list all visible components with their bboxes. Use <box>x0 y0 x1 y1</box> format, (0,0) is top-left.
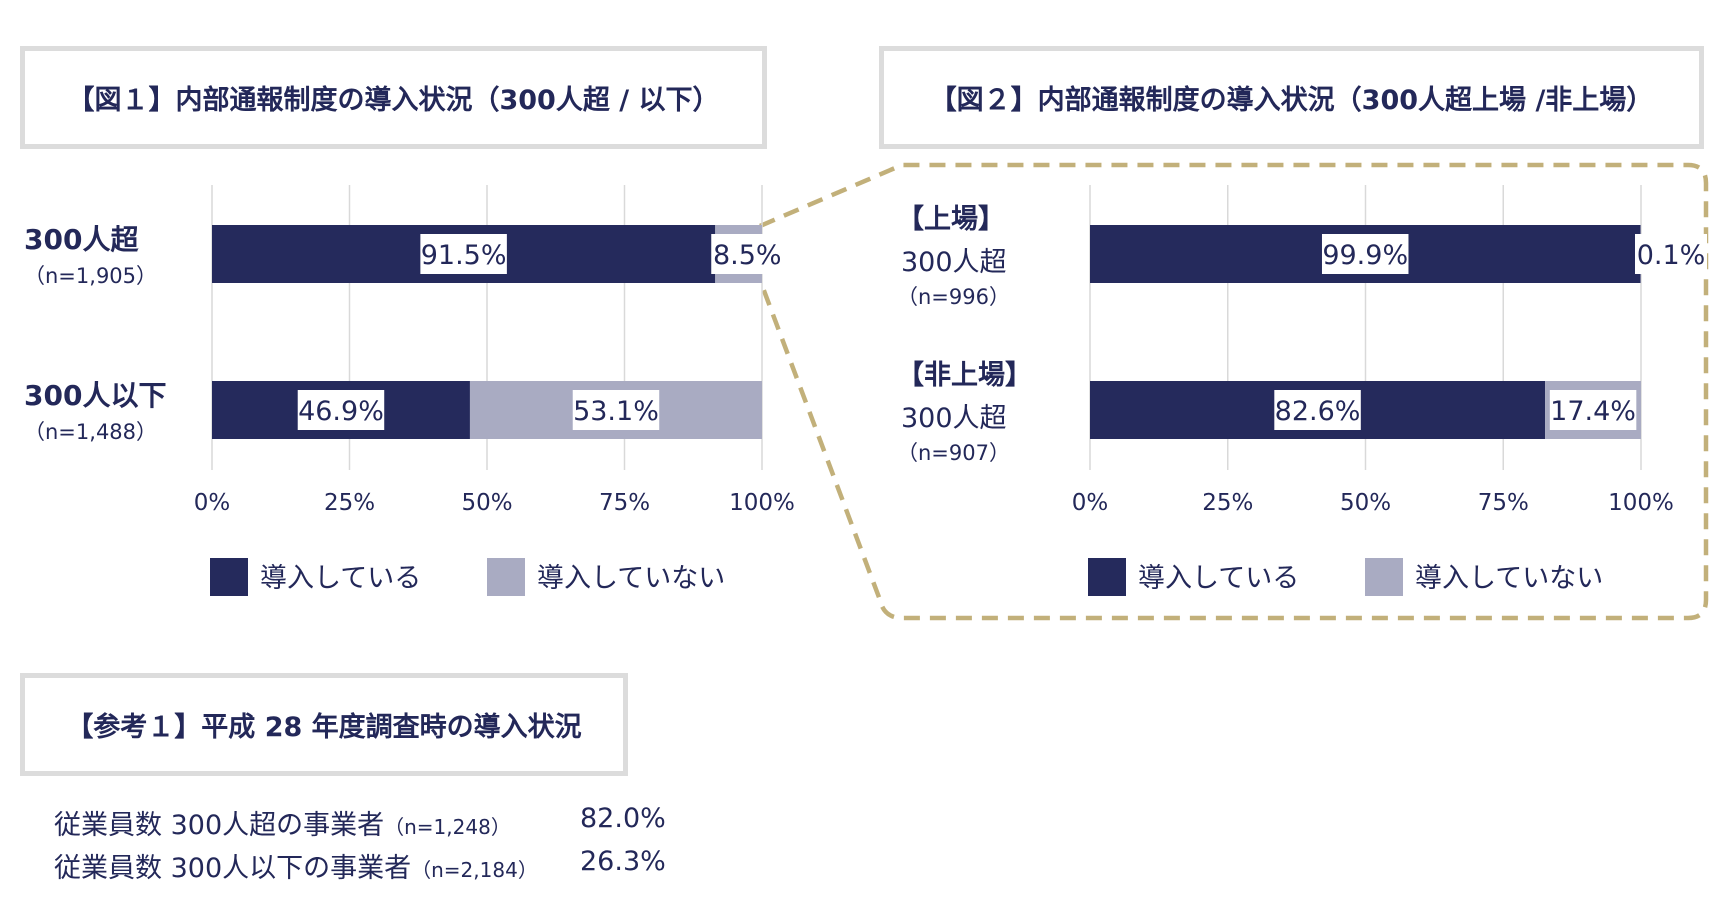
figure2-title: 【図２】内部通報制度の導入状況（300人超上場 /非上場） <box>879 46 1704 149</box>
reference-row-1: 従業員数 300人超の事業者（n=1,248） 82.0% <box>54 803 666 842</box>
category-label: 300人超 <box>901 403 1007 434</box>
reference-row-value: 26.3% <box>580 846 666 877</box>
x-tick-label: 25% <box>1202 490 1253 516</box>
x-tick-label: 50% <box>461 490 512 516</box>
data-label-introduced: 91.5% <box>421 240 507 271</box>
legend-swatch-introduced <box>1088 558 1126 596</box>
legend-swatch-not-introduced <box>1365 558 1403 596</box>
dashed-connector <box>757 162 1709 621</box>
reference-row-n: （n=1,248） <box>384 815 511 839</box>
x-tick-label: 0% <box>194 490 231 516</box>
x-tick-label: 100% <box>729 490 795 516</box>
x-tick-label: 50% <box>1340 490 1391 516</box>
category-n-label: （n=1,905） <box>24 264 157 288</box>
category-label: 300人超 <box>24 223 139 256</box>
category-group-label: 【非上場】 <box>897 360 1032 391</box>
data-label-introduced: 99.9% <box>1322 240 1408 271</box>
data-label-introduced-bg <box>1274 390 1361 430</box>
category-label: 300人超 <box>901 247 1007 278</box>
data-label-not-introduced-bg <box>1549 390 1637 430</box>
x-tick-label: 0% <box>1072 490 1109 516</box>
reference-row-label: 従業員数 300人超の事業者 <box>54 810 385 841</box>
legend-label: 導入していない <box>537 563 725 594</box>
category-n-label: （n=1,488） <box>24 420 157 444</box>
data-label-not-introduced: 0.1% <box>1637 240 1706 271</box>
legend-label: 導入している <box>1138 563 1299 594</box>
reference-row-2: 従業員数 300人以下の事業者（n=2,184） 26.3% <box>54 846 666 885</box>
data-label-introduced: 46.9% <box>298 396 384 427</box>
data-label-not-introduced: 8.5% <box>713 240 782 271</box>
data-label-introduced-bg <box>297 390 385 430</box>
data-label-introduced: 82.6% <box>1275 396 1361 427</box>
x-tick-label: 25% <box>324 490 375 516</box>
data-label-not-introduced-bg <box>711 234 784 274</box>
figure1-title: 【図１】内部通報制度の導入状況（300人超 / 以下） <box>20 46 767 149</box>
legend-swatch-not-introduced <box>487 558 525 596</box>
category-n-label: （n=996） <box>897 285 1010 309</box>
data-label-introduced-bg <box>420 234 507 274</box>
category-group-label: 【上場】 <box>897 204 1005 235</box>
data-label-not-introduced-bg <box>1635 234 1707 274</box>
legend-label: 導入していない <box>1415 563 1603 594</box>
category-label: 300人以下 <box>24 379 166 412</box>
data-label-introduced-bg <box>1321 234 1409 274</box>
reference-row-n: （n=2,184） <box>411 858 538 882</box>
data-label-not-introduced: 53.1% <box>573 396 659 427</box>
x-tick-label: 100% <box>1608 490 1674 516</box>
reference-title: 【参考１】平成 28 年度調査時の導入状況 <box>20 673 628 776</box>
data-label-not-introduced: 17.4% <box>1550 396 1636 427</box>
legend-swatch-introduced <box>210 558 248 596</box>
legend-label: 導入している <box>260 563 421 594</box>
x-tick-label: 75% <box>599 490 650 516</box>
category-n-label: （n=907） <box>897 441 1010 465</box>
reference-row-value: 82.0% <box>580 803 666 834</box>
data-label-not-introduced-bg <box>572 390 660 430</box>
x-tick-label: 75% <box>1478 490 1529 516</box>
reference-row-label: 従業員数 300人以下の事業者 <box>54 853 412 884</box>
